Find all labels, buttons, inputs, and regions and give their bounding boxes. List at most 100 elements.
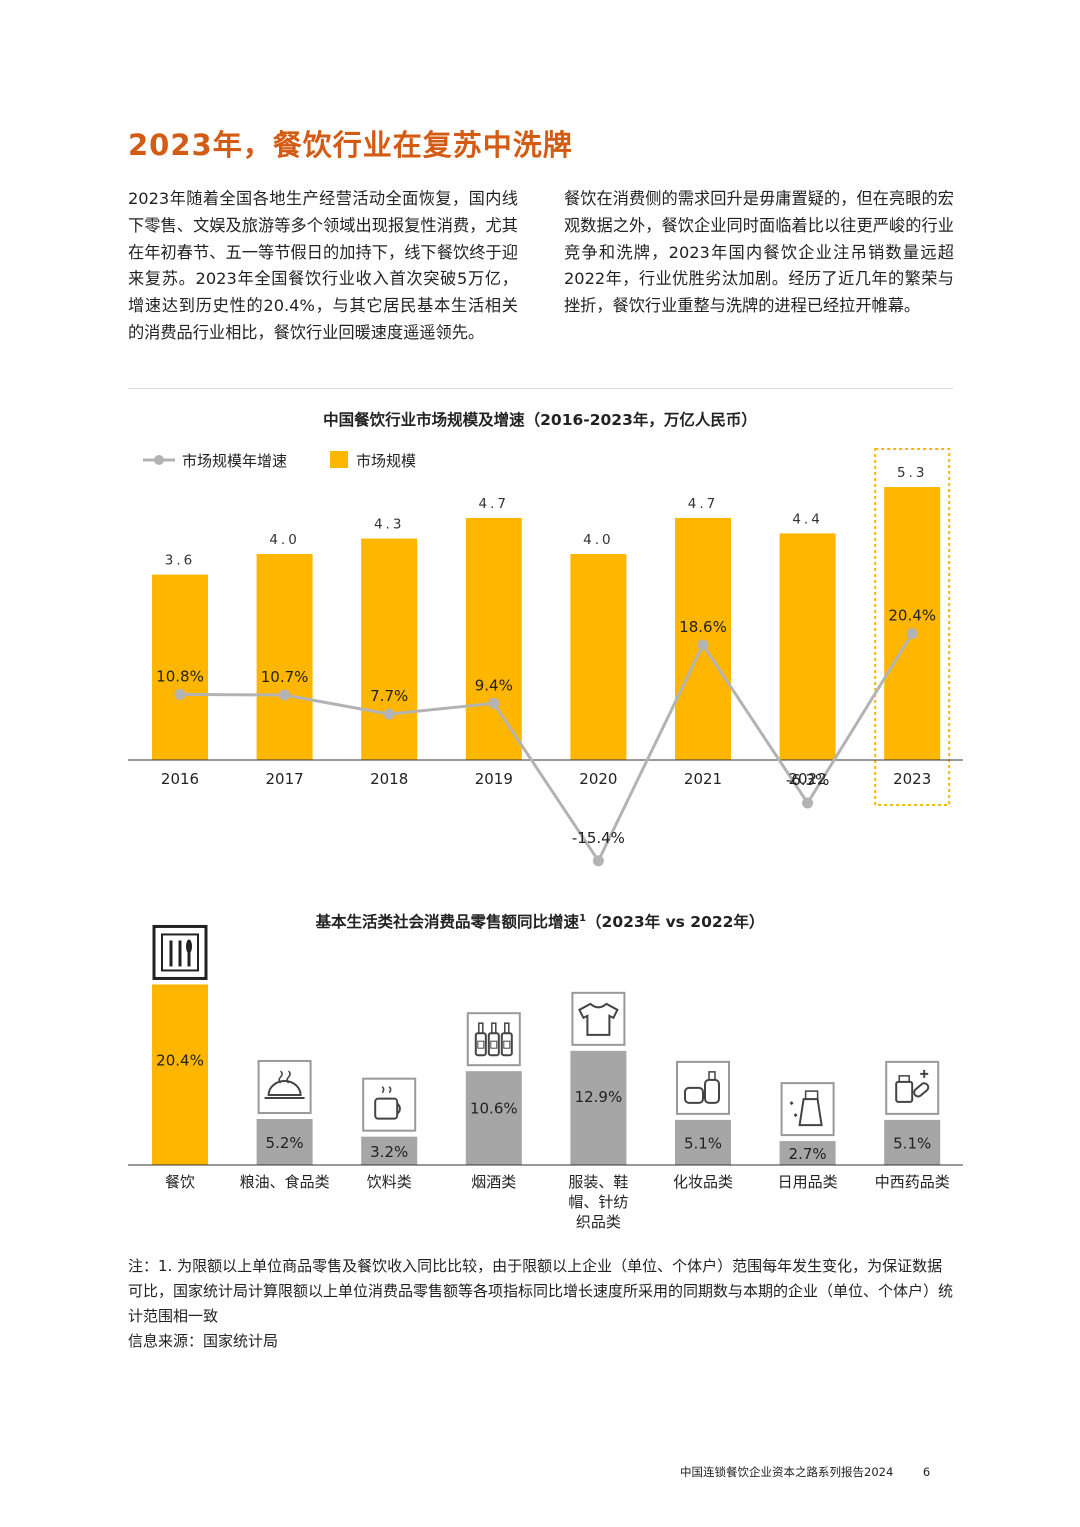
category-label: 烟酒类 <box>471 1173 516 1191</box>
growth-value-label: 7.7% <box>370 687 408 705</box>
legend-line-marker <box>154 455 164 465</box>
bottle-neck <box>491 1022 497 1034</box>
food-cloche-icon <box>257 1059 312 1114</box>
growth-point <box>383 708 395 720</box>
bar-value-label: 4.7 <box>688 496 718 512</box>
cosmetics-icon <box>676 1060 730 1115</box>
bar-value-label: 4.4 <box>792 511 822 527</box>
market-size-bar <box>361 538 418 760</box>
market-size-bar <box>779 533 836 760</box>
bar-value-label: 4.3 <box>374 517 404 533</box>
bar-value-label: 3.6 <box>165 553 195 569</box>
growth-value-label: 18.6% <box>679 618 727 636</box>
coffee-cup-icon <box>362 1077 417 1132</box>
market-size-bar <box>675 517 731 760</box>
bandage <box>913 1082 930 1098</box>
growth-value-label: 20.4% <box>888 606 936 624</box>
footnote: 注：1. 为限额以上单位商品零售及餐饮收入同比比较，由于限额以上企业（单位、个体… <box>128 1257 954 1325</box>
steam-lines <box>381 1086 392 1094</box>
category-label: 饮料类 <box>367 1173 412 1191</box>
market-size-bar <box>152 574 208 760</box>
market-size-bar <box>256 554 313 760</box>
chart-title: 基本生活类社会消费品零售额同比增速1（2023年 vs 2022年） <box>315 912 765 931</box>
medicine-icon <box>885 1060 940 1115</box>
tshirt-shape <box>578 1002 619 1036</box>
cross-mark <box>920 1069 929 1078</box>
x-tick-label: 2018 <box>370 770 408 788</box>
bar-value-label: 4.0 <box>583 532 613 548</box>
chart-title: 中国餐饮行业市场规模及增速（2016-2023年，万亿人民币） <box>323 410 757 429</box>
x-tick-label: 2019 <box>475 770 513 788</box>
icon-frame <box>676 1060 730 1115</box>
market-size-bar <box>884 487 941 760</box>
spoon-head <box>186 939 192 954</box>
retail-growth-chart: 基本生活类社会消费品零售额同比增速1（2023年 vs 2022年） 20.4% 餐… <box>128 912 963 1231</box>
bar-value-label: 5.2% <box>266 1134 304 1152</box>
pill-bottle-cap <box>898 1075 910 1083</box>
growth-value-label: 9.4% <box>475 676 513 694</box>
bottle-label <box>503 1040 511 1049</box>
growth-value-label: 10.7% <box>261 668 309 686</box>
cup-body <box>374 1097 399 1120</box>
growth-point <box>802 797 814 809</box>
category-bar <box>152 984 208 1165</box>
legend-bar-swatch <box>330 451 348 468</box>
market-size-bar <box>465 517 522 760</box>
sparkle-marks <box>789 1101 798 1118</box>
bar-value-label: 4.0 <box>269 532 299 548</box>
legend-label-growth: 市场规模年增速 <box>182 452 287 470</box>
bottle-neck <box>504 1022 510 1034</box>
cloche-dome <box>267 1079 302 1096</box>
growth-point <box>697 639 709 651</box>
icon-inner-frame <box>161 933 199 972</box>
page-number: 6 <box>922 1465 931 1479</box>
market-size-bar <box>570 554 627 760</box>
bar-value-label: 3.2% <box>370 1143 408 1161</box>
legend-label-size: 市场规模 <box>356 452 416 470</box>
cup-handle <box>396 1102 401 1115</box>
category-bar <box>675 1119 731 1165</box>
cutlery-icon <box>152 924 208 980</box>
page-footer: 中国连锁餐饮企业资本之路系列报告2024 6 <box>680 1464 930 1480</box>
bottle-label <box>477 1040 485 1049</box>
category-label: 织品类 <box>576 1213 621 1231</box>
bar-value-label: 5.1% <box>893 1134 931 1152</box>
x-tick-label: 2020 <box>579 770 617 788</box>
growth-point <box>279 689 291 701</box>
growth-point <box>592 855 604 867</box>
category-label: 服装、鞋 <box>568 1173 628 1191</box>
x-tick-label: 2017 <box>266 770 304 788</box>
category-bar <box>465 1071 522 1165</box>
bar-value-label: 10.6% <box>470 1099 518 1117</box>
bar-value-label: 5.3 <box>897 465 927 481</box>
category-bar <box>884 1119 941 1165</box>
x-tick-label: 2023 <box>893 770 931 788</box>
growth-value-label: -15.4% <box>572 829 625 847</box>
bottle-neck <box>478 1022 484 1034</box>
bar-value-label: 20.4% <box>156 1052 204 1070</box>
x-tick-label: 2022 <box>789 770 827 788</box>
icon-frame <box>257 1059 312 1114</box>
category-label: 帽、针纺 <box>568 1193 628 1211</box>
icon-frame <box>362 1077 417 1132</box>
tshirt-icon <box>571 991 626 1046</box>
page-title: 2023年，餐饮行业在复苏中洗牌 <box>128 128 573 162</box>
steam-lines <box>278 1070 291 1084</box>
category-bar <box>361 1136 418 1165</box>
growth-point <box>174 688 186 700</box>
bottles-icon <box>466 1012 521 1067</box>
x-tick-label: 2016 <box>161 770 199 788</box>
bar-value-label: 12.9% <box>575 1088 623 1106</box>
source-note: 信息来源：国家统计局 <box>128 1332 279 1350</box>
intro-paragraph-left: 2023年随着全国各地生产经营活动全面恢复，国内线下零售、文娱及旅游等多个领域出… <box>128 189 518 342</box>
category-bar <box>256 1118 313 1165</box>
bottle-label <box>490 1040 498 1049</box>
bar-value-label: 2.7% <box>789 1145 827 1163</box>
spray-trigger <box>804 1090 819 1100</box>
footer-report-title: 中国连锁餐饮企业资本之路系列报告2024 <box>680 1465 894 1479</box>
category-label: 餐饮 <box>165 1173 195 1191</box>
intro-paragraph-right: 餐饮在消费侧的需求回升是毋庸置疑的，但在亮眼的宏观数据之外，餐饮企业同时面临着比… <box>564 189 954 316</box>
bar-value-label: 5.1% <box>684 1134 722 1152</box>
category-label: 日用品类 <box>778 1173 838 1191</box>
category-bar <box>570 1050 627 1165</box>
